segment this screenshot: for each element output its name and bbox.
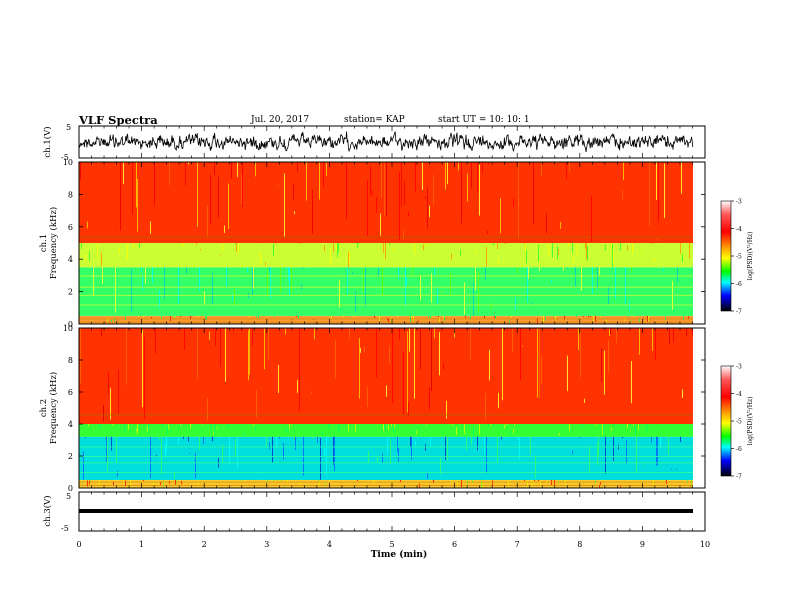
ch2-colorbar-tick-label: -6	[736, 446, 742, 453]
ch2-colorbar-tick-label: -4	[736, 391, 742, 398]
ch1-spec-ytick-label: 2	[68, 288, 73, 297]
ch2-colorbar: -3 -4 -5 -6 -7 log(PSD)(V²/Hz)	[720, 364, 754, 481]
x-tick-label: 2	[202, 540, 207, 549]
ch2-spec-ytick-label: 8	[68, 356, 73, 365]
ch1-spec-ylabel: ch.1	[39, 234, 49, 252]
ch2-colorbar-gradient	[720, 365, 732, 477]
time-axis-tick-labels: 0 1 2 3 4 5 6 7 8 9 10	[76, 540, 710, 549]
date-label: Jul. 20, 2017	[251, 115, 310, 125]
ch1-waveform-trace	[78, 131, 694, 153]
x-tick-label: 8	[577, 540, 582, 549]
ch2-spec-ytick-label: 6	[68, 388, 73, 397]
start-time-label: start UT = 10: 10: 1	[438, 115, 530, 125]
ch2-colorbar-tick-label: -7	[736, 474, 742, 481]
ch2-spec-ylabel: ch.2	[39, 399, 49, 417]
x-tick-label: 5	[389, 540, 394, 549]
station-label: station= KAP	[344, 115, 405, 125]
x-tick-label: 1	[139, 540, 144, 549]
ch1-spec-ytick-label: 10	[63, 158, 73, 167]
ch1-spec-ytick-label: 6	[68, 223, 73, 232]
ch1-ytick-top: 5	[66, 123, 71, 132]
x-tick-label: 4	[327, 540, 332, 549]
x-tick-label: 9	[640, 540, 645, 549]
ch1-colorbar-tick-label: -6	[736, 281, 742, 288]
ch1-colorbar-label: log(PSD)(V²/Hz)	[747, 232, 754, 281]
ch1-spectrogram-image	[79, 162, 693, 324]
x-tick-label: 0	[76, 540, 81, 549]
ch3-waveform-trace	[79, 509, 693, 513]
ch1-ylabel: ch.1(V)	[42, 126, 53, 157]
ch1-colorbar-tick-label: -7	[736, 309, 742, 316]
ch1-spectrogram-panel: 0 2 4 6 8 10 ch.1 Frequency (kHz)	[39, 158, 706, 329]
x-tick-label: 10	[700, 540, 710, 549]
ch2-spectrogram-image	[79, 328, 693, 488]
ch1-spec-ytick-label: 4	[68, 255, 73, 264]
x-tick-label: 3	[264, 540, 269, 549]
ch2-spec-ytick-label: 4	[68, 420, 73, 429]
ch2-colorbar-label: log(PSD)(V²/Hz)	[747, 397, 754, 446]
x-tick-label: 6	[452, 540, 457, 549]
ch1-spec-ylabel-freq: Frequency (kHz)	[48, 207, 59, 279]
ch3-ytick-bottom: -5	[61, 524, 69, 533]
ch2-spec-ylabel-freq: Frequency (kHz)	[48, 372, 59, 444]
ch1-spec-ytick-label: 0	[68, 320, 73, 329]
ch2-colorbar-tick-label: -3	[736, 364, 742, 371]
ch2-spectrogram-panel: 0 2 4 6 8 10 ch.2 Frequency (kHz)	[39, 324, 706, 493]
ch1-colorbar-tick-label: -5	[736, 254, 742, 261]
ch2-spec-ytick-label: 0	[68, 484, 73, 493]
ch3-ytick-top: 5	[66, 492, 71, 501]
time-axis-ticks	[78, 126, 706, 531]
ch1-spec-ytick-label: 8	[68, 190, 73, 199]
chart-title: VLF Spectra	[79, 113, 158, 127]
ch3-ylabel: ch.3(V)	[42, 495, 53, 526]
time-axis-label: Time (min)	[371, 549, 428, 560]
ch1-colorbar-tick-label: -4	[736, 226, 742, 233]
ch1-colorbar-gradient	[720, 200, 732, 312]
ch1-colorbar: -3 -4 -5 -6 -7 log(PSD)(V²/Hz)	[720, 199, 754, 316]
ch1-ytick-bottom: -5	[61, 153, 69, 162]
x-tick-label: 7	[515, 540, 520, 549]
ch1-colorbar-tick-label: -3	[736, 199, 742, 206]
ch2-colorbar-tick-label: -5	[736, 419, 742, 426]
ch2-spec-ytick-label: 2	[68, 452, 73, 461]
ch2-spec-ytick-label: 10	[63, 324, 73, 333]
